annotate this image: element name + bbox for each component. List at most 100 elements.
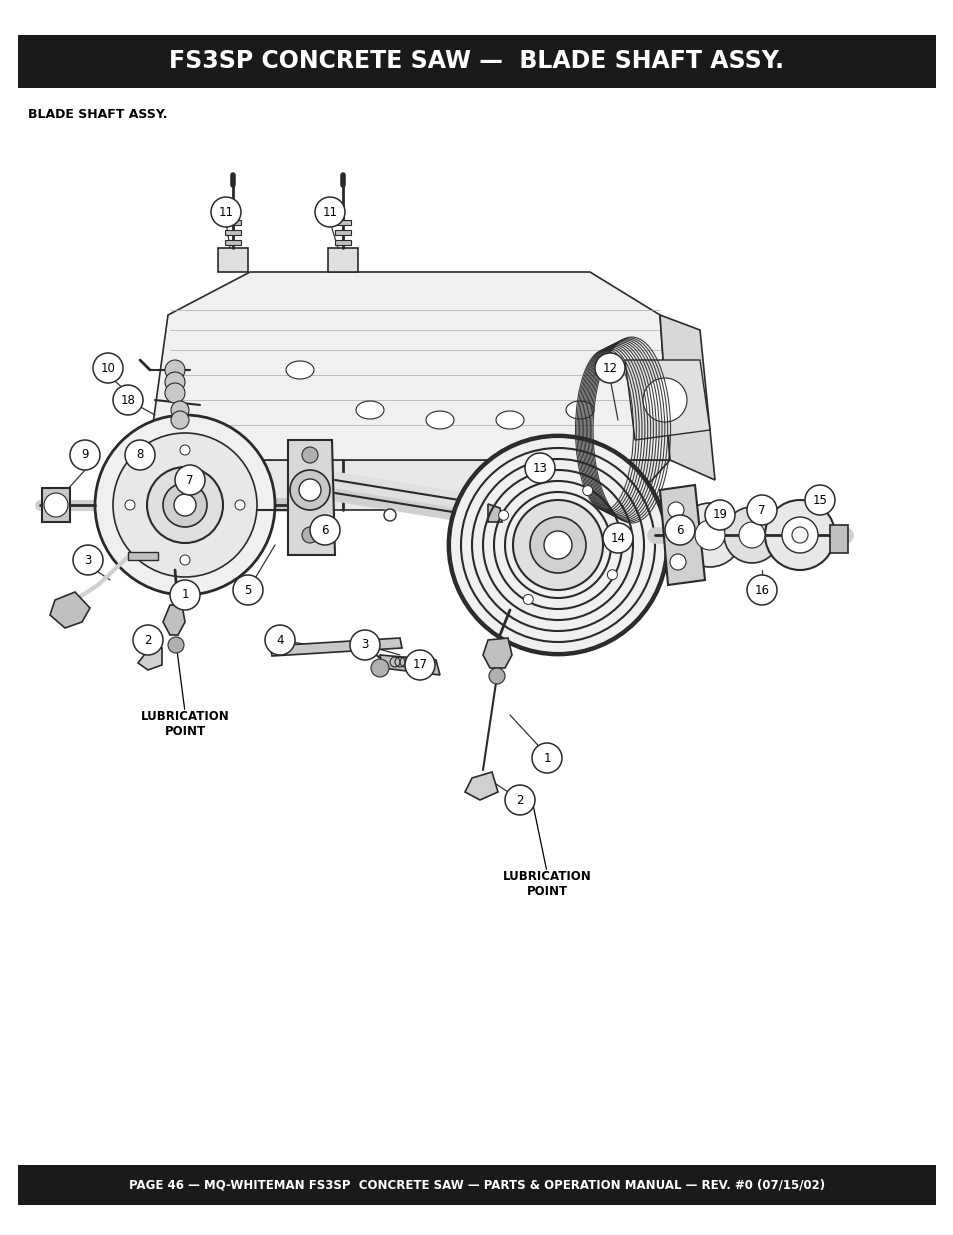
FancyBboxPatch shape [42,488,70,522]
Polygon shape [659,485,704,585]
Text: 18: 18 [120,394,135,406]
Circle shape [498,510,508,520]
Circle shape [298,479,320,501]
Text: 5: 5 [244,583,252,597]
Text: 19: 19 [712,509,727,521]
Polygon shape [379,655,439,676]
Circle shape [513,500,602,590]
FancyBboxPatch shape [225,220,241,225]
FancyBboxPatch shape [225,240,241,245]
Circle shape [180,445,190,454]
Circle shape [165,359,185,380]
Text: 6: 6 [321,524,329,536]
FancyBboxPatch shape [829,525,847,553]
Circle shape [791,527,807,543]
Circle shape [73,545,103,576]
Text: PAGE 46 — MQ-WHITEMAN FS3SP  CONCRETE SAW — PARTS & OPERATION MANUAL — REV. #0 (: PAGE 46 — MQ-WHITEMAN FS3SP CONCRETE SAW… [129,1178,824,1192]
Circle shape [234,500,245,510]
Text: 1: 1 [181,589,189,601]
Circle shape [302,527,317,543]
Circle shape [739,522,764,548]
FancyBboxPatch shape [18,1165,935,1205]
Circle shape [265,625,294,655]
Polygon shape [659,315,714,480]
Circle shape [489,668,504,684]
Polygon shape [138,648,162,671]
Polygon shape [488,504,501,522]
Circle shape [530,517,585,573]
Circle shape [132,625,163,655]
Text: 10: 10 [100,362,115,374]
Circle shape [695,520,724,550]
Ellipse shape [565,401,594,419]
Circle shape [384,509,395,521]
Circle shape [92,353,123,383]
Circle shape [350,630,379,659]
Circle shape [371,659,389,677]
Text: 14: 14 [610,531,625,545]
Circle shape [173,494,195,516]
Circle shape [642,378,686,422]
Polygon shape [464,772,497,800]
Circle shape [211,198,241,227]
Polygon shape [482,638,512,668]
FancyBboxPatch shape [225,230,241,235]
Circle shape [607,569,617,579]
Circle shape [112,385,143,415]
Ellipse shape [286,361,314,379]
Ellipse shape [426,411,454,429]
Text: LUBRICATION
POINT: LUBRICATION POINT [502,869,591,898]
Ellipse shape [355,401,384,419]
FancyBboxPatch shape [335,230,351,235]
Circle shape [170,580,200,610]
Text: 17: 17 [412,658,427,672]
Circle shape [667,501,683,517]
Text: 12: 12 [602,362,617,374]
Text: 7: 7 [758,504,765,516]
Circle shape [669,555,685,571]
Text: 3: 3 [361,638,368,652]
Ellipse shape [496,411,523,429]
Text: 2: 2 [144,634,152,646]
FancyBboxPatch shape [335,240,351,245]
Polygon shape [148,272,669,459]
Circle shape [112,433,256,577]
Circle shape [147,467,223,543]
Circle shape [70,440,100,471]
Circle shape [595,353,624,383]
Text: 11: 11 [218,205,233,219]
Circle shape [310,515,339,545]
Text: 8: 8 [136,448,144,462]
Circle shape [171,411,189,429]
Circle shape [314,198,345,227]
Circle shape [804,485,834,515]
Circle shape [723,508,780,563]
Circle shape [764,500,834,571]
Polygon shape [163,605,185,635]
Circle shape [704,500,734,530]
Text: 4: 4 [276,634,283,646]
Circle shape [582,485,592,495]
Polygon shape [50,592,90,629]
Circle shape [125,440,154,471]
Circle shape [543,531,572,559]
Text: 16: 16 [754,583,769,597]
FancyBboxPatch shape [18,35,935,88]
Polygon shape [288,440,335,555]
Circle shape [532,743,561,773]
Circle shape [302,447,317,463]
Text: 11: 11 [322,205,337,219]
Circle shape [746,576,776,605]
Circle shape [165,372,185,391]
Polygon shape [218,248,248,272]
Circle shape [602,522,633,553]
Polygon shape [328,248,357,272]
Text: 6: 6 [676,524,683,536]
Text: 13: 13 [532,462,547,474]
Polygon shape [270,638,401,656]
Polygon shape [148,459,669,510]
Text: 1: 1 [542,752,550,764]
Circle shape [664,515,695,545]
Circle shape [405,650,435,680]
Circle shape [504,785,535,815]
